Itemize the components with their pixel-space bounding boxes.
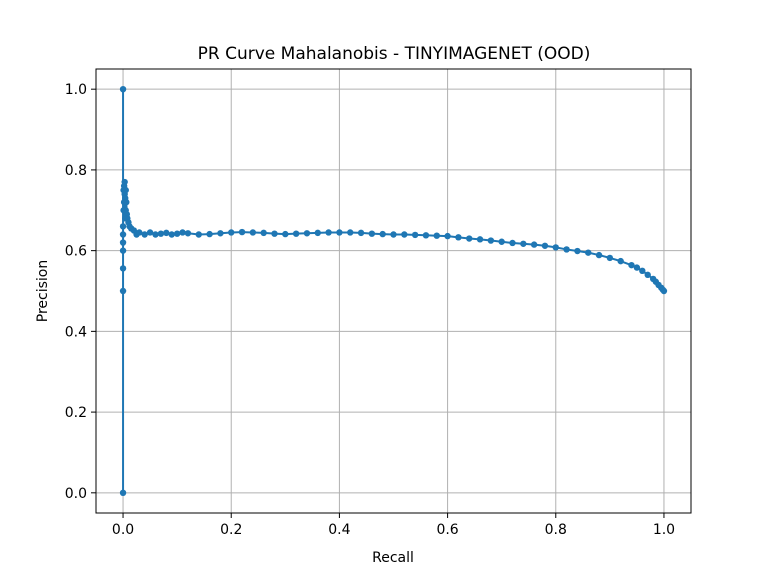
x-tick-label: 0.0 [112,522,134,538]
data-point [119,489,127,497]
y-tick-label: 1.0 [65,82,87,98]
data-point [498,238,505,245]
data-point [195,231,202,238]
x-axis-label: Recall [372,550,414,566]
data-point [476,236,484,243]
data-point [122,186,129,194]
data-point [271,230,278,237]
data-point [249,229,257,236]
data-point [368,230,376,237]
plot-frame [95,68,692,514]
data-point [119,287,127,295]
x-tick-label: 0.6 [436,522,458,538]
data-point [563,246,570,253]
data-point [152,231,159,238]
data-point [163,229,170,237]
data-point [282,230,289,238]
data-point [633,264,641,271]
data-point [119,247,127,254]
data-point [206,230,213,238]
data-point [119,231,127,238]
data-point [217,230,224,237]
y-tick-label: 0.0 [65,486,87,502]
y-tick-label: 0.4 [65,324,87,340]
x-tick-label: 0.2 [220,522,242,538]
data-point [119,85,127,93]
data-point [595,251,603,259]
x-tick-label: 0.8 [545,522,567,538]
data-point [336,229,343,236]
data-point [487,237,495,244]
data-point [179,229,186,236]
data-point [325,229,332,236]
data-point [119,265,127,272]
data-point [617,257,624,265]
data-point [157,230,165,237]
data-point [606,254,614,262]
data-point [401,231,408,238]
data-point [260,229,267,237]
axis-ticks: 0.0 0.2 0.4 0.6 0.8 1.0 0.0 0.2 0.4 0.6 0.8 1.0 [65,82,675,538]
series-layer [119,85,668,497]
data-point [552,244,559,251]
data-point [660,287,668,295]
data-point [411,231,419,239]
data-point [455,234,462,241]
y-tick-label: 0.8 [65,163,87,179]
data-point [379,230,386,238]
chart-title: PR Curve Mahalanobis - TINYIMAGENET (OOD… [198,44,591,64]
data-point [509,239,516,247]
data-point [168,231,175,238]
data-point [121,178,128,186]
data-point [119,223,127,230]
data-point [184,230,192,237]
data-point [644,271,651,279]
data-point [292,230,300,237]
data-point [173,230,181,237]
data-point [357,229,365,237]
data-point [314,229,321,237]
data-point [238,228,246,236]
data-point [303,230,311,237]
data-point [123,199,130,206]
data-point [433,232,440,239]
data-point [347,229,354,236]
data-point [639,267,646,275]
data-point [541,242,549,249]
data-point [444,232,451,240]
data-point [141,231,148,238]
data-point [136,229,143,236]
y-tick-label: 0.6 [65,244,87,260]
data-point [574,247,581,255]
data-point [119,239,127,246]
data-point [390,231,397,238]
y-axis-label: Precision [35,260,51,322]
data-point [628,261,635,269]
x-tick-label: 0.4 [328,522,350,538]
data-point [146,229,154,236]
y-tick-label: 0.2 [65,405,87,421]
data-point [520,240,527,247]
data-point [228,229,235,236]
data-point [466,235,473,242]
data-point [585,249,592,256]
data-point [530,241,538,248]
x-tick-label: 1.0 [653,522,675,538]
data-point [422,232,430,239]
